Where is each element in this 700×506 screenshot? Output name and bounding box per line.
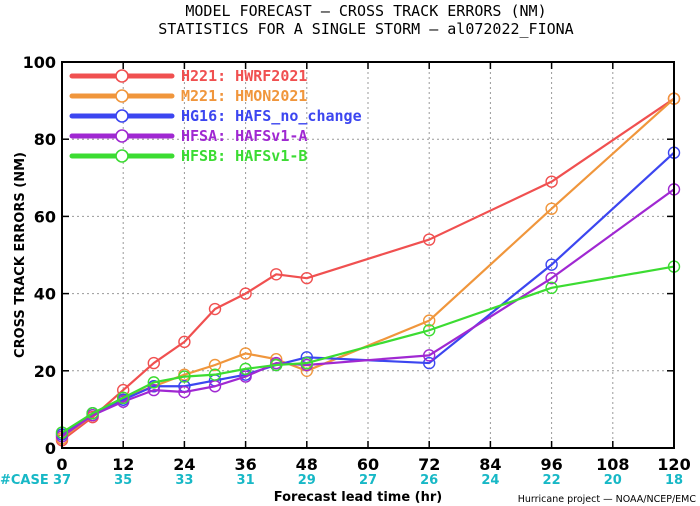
case-count: 35 <box>114 473 132 488</box>
y-tick-label: 60 <box>34 207 56 226</box>
case-count: 33 <box>175 473 193 488</box>
x-tick-label: 96 <box>540 455 562 474</box>
series-point <box>300 356 313 370</box>
x-tick-label: 72 <box>418 455 440 474</box>
legend-item-1: M221: HMON2021 <box>69 87 307 105</box>
series-point <box>239 287 252 300</box>
x-tick-label: 36 <box>234 455 256 474</box>
series-point <box>116 391 130 405</box>
case-counts: 37 35 33 31 29 27 26 24 22 20 18 <box>53 473 683 488</box>
case-count: 31 <box>237 473 255 488</box>
y-tick-label: 40 <box>34 285 56 304</box>
series-point <box>300 271 313 285</box>
legend-label: HFSB: HAFSv1-B <box>181 147 307 165</box>
case-count: 24 <box>481 473 499 488</box>
series-point <box>545 258 558 271</box>
series-point <box>270 268 283 281</box>
series-point <box>147 376 161 389</box>
legend-label: H221: HWRF2021 <box>181 67 307 85</box>
series-point <box>239 370 252 383</box>
x-axis-label: Forecast lead time (hr) <box>274 490 442 505</box>
series-point <box>545 271 558 285</box>
series-point <box>178 335 191 349</box>
y-tick-label: 80 <box>34 130 56 149</box>
legend-item-4: HFSB: HAFSv1-B <box>69 147 307 165</box>
legend-marker <box>115 149 129 163</box>
x-tick-label: 60 <box>357 455 379 474</box>
x-tick-label: 120 <box>657 455 690 474</box>
series-point <box>545 281 558 295</box>
series-point <box>208 302 222 316</box>
legend-label: M221: HMON2021 <box>181 87 307 105</box>
x-tick-label: 48 <box>296 455 318 474</box>
series-point <box>208 368 222 381</box>
y-tick-label: 20 <box>34 362 56 381</box>
legend-label: HFSA: HAFSv1-A <box>181 127 307 145</box>
grid <box>62 62 674 448</box>
case-label: #CASE <box>0 473 49 488</box>
x-tick-label: 24 <box>173 455 195 474</box>
series-point <box>270 358 283 372</box>
series-point <box>86 407 99 420</box>
y-tick-label: 0 <box>45 439 56 458</box>
series-point <box>147 356 161 370</box>
y-tick-label: 100 <box>23 53 56 72</box>
case-count: 20 <box>604 473 622 488</box>
series-point <box>178 370 191 383</box>
legend-marker <box>115 109 129 123</box>
chart-title-line-2: STATISTICS FOR A SINGLE STORM — al072022… <box>158 20 573 38</box>
axis-ticks: 0 12 24 36 48 60 72 84 96 108 120 0 20 40 60 80 100 <box>23 53 691 474</box>
x-tick-label: 108 <box>596 455 629 474</box>
series-point <box>423 356 436 370</box>
legend-item-0: H221: HWRF2021 <box>69 67 307 85</box>
series-point <box>545 175 558 188</box>
series-point <box>423 233 436 246</box>
case-count: 18 <box>665 473 683 488</box>
legend: H221: HWRF2021 M221: HMON2021 HG16: HAFS_n… <box>69 67 362 165</box>
series-point <box>239 362 252 376</box>
case-count: 37 <box>53 473 71 488</box>
series-point <box>239 347 252 360</box>
case-count: 26 <box>420 473 438 488</box>
legend-item-3: HFSA: HAFSv1-A <box>69 127 307 145</box>
series-point <box>178 385 191 399</box>
legend-label: HG16: HAFS_no_change <box>181 107 362 125</box>
series-point <box>423 349 436 362</box>
legend-item-2: HG16: HAFS_no_change <box>69 107 362 125</box>
case-count: 29 <box>298 473 316 488</box>
y-axis-label: CROSS TRACK ERRORS (NM) <box>13 152 28 358</box>
x-tick-label: 0 <box>56 455 67 474</box>
series-point <box>545 202 558 215</box>
x-tick-label: 12 <box>112 455 134 474</box>
credit: Hurricane project — NOAA/NCEP/EMC <box>518 494 697 505</box>
x-tick-label: 84 <box>479 455 501 474</box>
chart-title-line-1: MODEL FORECAST — CROSS TRACK ERRORS (NM) <box>185 2 546 20</box>
legend-marker <box>115 89 129 103</box>
case-count: 22 <box>543 473 561 488</box>
series-point <box>208 358 222 372</box>
legend-marker <box>115 69 129 83</box>
legend-marker <box>115 129 129 143</box>
series-point <box>423 324 436 337</box>
series-point <box>147 383 161 397</box>
case-count: 27 <box>359 473 377 488</box>
series-point <box>423 314 436 327</box>
